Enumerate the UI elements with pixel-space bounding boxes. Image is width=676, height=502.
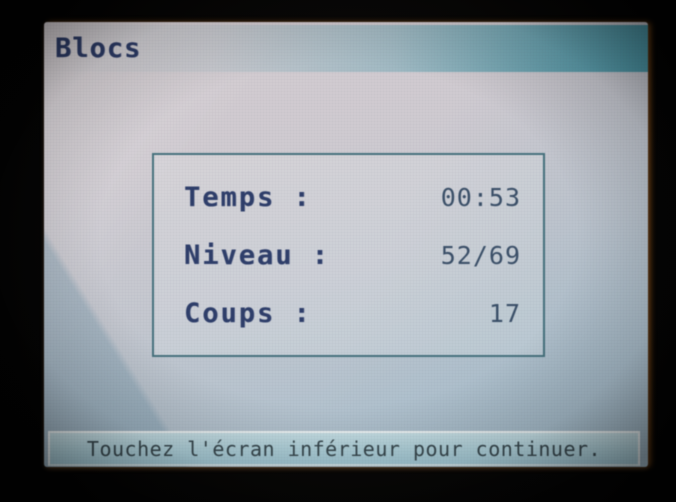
results-panel: Temps : 00:53 Niveau : 52/69 Coups : 17 — [152, 153, 545, 357]
stat-row-time: Temps : 00:53 — [184, 179, 521, 215]
moves-label: Coups : — [184, 297, 312, 329]
time-value: 00:53 — [440, 182, 521, 212]
continue-prompt-bar[interactable]: Touchez l'écran inférieur pour continuer… — [48, 431, 640, 466]
page-title: Blocs — [55, 33, 142, 64]
moves-value: 17 — [488, 298, 521, 328]
continue-prompt-text: Touchez l'écran inférieur pour continuer… — [86, 436, 602, 461]
title-bar: Blocs — [44, 25, 648, 72]
level-value: 52/69 — [440, 240, 521, 270]
level-label: Niveau : — [184, 239, 331, 271]
time-label: Temps : — [184, 181, 312, 213]
stat-row-moves: Coups : 17 — [184, 295, 521, 331]
game-screen: Blocs Temps : 00:53 Niveau : 52/69 Coups… — [44, 22, 648, 467]
stat-row-level: Niveau : 52/69 — [184, 237, 521, 273]
